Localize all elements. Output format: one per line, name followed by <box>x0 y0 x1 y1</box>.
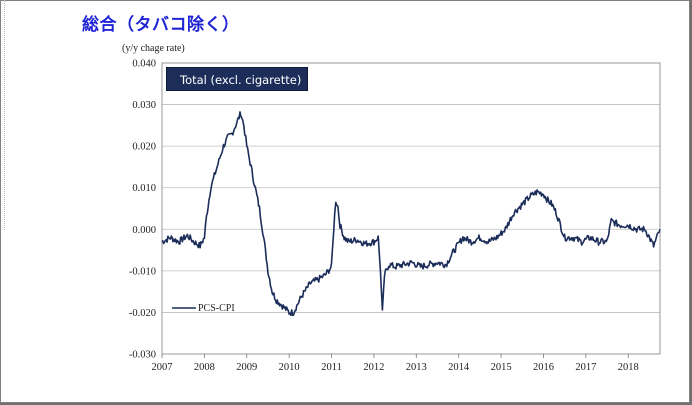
x-axis-ticks: 2007 2008 2009 2010 2011 2012 2013 2014 2015 2016… <box>152 354 639 373</box>
x-tick-label-7: 2014 <box>448 362 470 373</box>
x-tick-label-9: 2016 <box>533 362 554 373</box>
y-tick-label-6: -0.020 <box>129 308 156 319</box>
series-line-pcs-cpi <box>161 111 661 317</box>
chart-subtitle-box: Total (excl. cigarette) <box>166 67 308 91</box>
x-tick-label-10: 2017 <box>575 362 596 373</box>
plot-area-border <box>161 62 661 355</box>
left-guide-line <box>4 0 5 230</box>
frame-shadow-bottom <box>0 403 692 405</box>
x-tick-label-1: 2008 <box>194 362 215 373</box>
y-axis-unit-label: (y/y chage rate) <box>122 43 185 54</box>
legend: PCS-CPI <box>172 303 235 314</box>
frame-shadow-right <box>690 0 692 405</box>
legend-label-pcs-cpi: PCS-CPI <box>198 303 235 314</box>
x-tick-label-5: 2012 <box>363 362 384 373</box>
x-tick-label-8: 2015 <box>491 362 512 373</box>
x-tick-label-6: 2013 <box>406 362 427 373</box>
y-tick-label-7: -0.030 <box>129 350 156 361</box>
y-axis-ticks: 0.040 0.030 0.020 0.010 0.000 -0.010 -0.020 -0.… <box>129 59 156 361</box>
grid-lines <box>162 62 660 355</box>
x-tick-label-11: 2018 <box>618 362 639 373</box>
x-tick-label-2: 2009 <box>236 362 257 373</box>
x-tick-label-4: 2011 <box>321 362 342 373</box>
y-tick-label-1: 0.030 <box>132 100 156 111</box>
page-title: 総合（タバコ除く） <box>82 15 240 35</box>
y-tick-label-3: 0.010 <box>132 183 156 194</box>
y-tick-label-2: 0.020 <box>132 142 156 153</box>
y-tick-label-0: 0.040 <box>132 59 156 70</box>
x-tick-label-3: 2010 <box>279 362 300 373</box>
y-tick-label-4: 0.000 <box>132 225 156 236</box>
y-tick-label-5: -0.010 <box>129 266 156 277</box>
x-tick-label-0: 2007 <box>152 362 173 373</box>
